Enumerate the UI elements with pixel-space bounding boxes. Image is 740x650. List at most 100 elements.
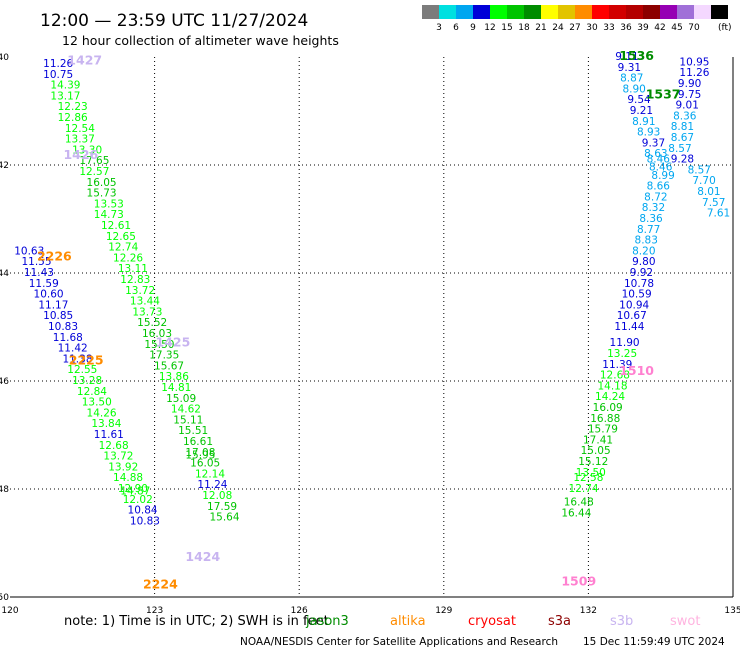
wave-height-value: 11.26	[43, 58, 73, 70]
colorbar-label: 3	[436, 23, 442, 33]
wave-height-value: 12.74	[569, 483, 599, 495]
wave-height-value: 16.61	[183, 436, 213, 448]
wave-height-value: 8.57	[688, 164, 711, 176]
wave-height-value: 11.17	[38, 299, 68, 311]
wave-height-value: 13.25	[607, 348, 637, 360]
wave-height-value: 12.61	[101, 220, 131, 232]
wave-height-value: 12.26	[113, 252, 143, 264]
wave-height-value: 12.74	[108, 242, 138, 254]
wave-height-value: 13.44	[130, 296, 160, 308]
wave-height-value: 8.91	[632, 116, 655, 128]
x-tick-label: 123	[146, 606, 163, 616]
wave-height-value: 12.90	[118, 483, 148, 495]
wave-height-value: 8.57	[668, 143, 691, 155]
wave-height-value: 10.60	[34, 289, 64, 301]
colorbar-swatch	[422, 5, 439, 19]
wave-height-value: 8.01	[697, 186, 720, 198]
wave-height-value: 15.51	[178, 425, 208, 437]
wave-height-value: 12.23	[58, 101, 88, 113]
wave-height-value: 11.90	[610, 337, 640, 349]
wave-height-value: 8.87	[620, 73, 643, 85]
wave-height-value: 11.42	[58, 343, 88, 355]
wave-height-value: 8.66	[647, 181, 671, 193]
wave-height-value: 15.12	[578, 456, 608, 468]
wave-height-value: 8.99	[651, 170, 674, 182]
wave-height-value: 14.81	[161, 382, 191, 394]
wave-height-value: 11.26	[679, 67, 709, 79]
wave-height-value: 9.75	[678, 89, 701, 101]
colorbar-label: 12	[484, 23, 495, 33]
wave-height-value: 15.09	[166, 393, 196, 405]
wave-height-value: 9.80	[632, 256, 655, 268]
satellite-legend-jason3: jason3	[305, 614, 349, 629]
colorbar-swatch	[711, 5, 728, 19]
x-tick-label: 126	[291, 606, 308, 616]
pass-time-label: 1424	[185, 549, 220, 564]
wave-height-value: 14.73	[94, 209, 124, 221]
satellite-legend-swot: swot	[670, 614, 700, 629]
satellite-legend-altika: altika	[390, 614, 426, 629]
wave-height-value: 13.73	[132, 306, 162, 318]
colorbar-label: 6	[453, 23, 459, 33]
colorbar-swatch	[592, 5, 609, 19]
y-tick-label: -42	[0, 161, 9, 171]
wave-height-value: 13.72	[125, 285, 155, 297]
wave-height-value: 8.81	[671, 121, 694, 133]
satellite-legend: jason3 altika cryosat s3a s3b swot	[305, 614, 700, 629]
wave-height-value: 14.87	[120, 486, 150, 498]
wave-height-value: 17.59	[207, 501, 237, 513]
wave-height-value: 15.95	[185, 450, 215, 462]
wave-height-value: 15.64	[209, 512, 239, 524]
wave-height-value: 12.02	[123, 494, 153, 506]
wave-height-value: 15.73	[87, 188, 117, 200]
wave-height-value: 11.61	[94, 429, 124, 441]
wave-height-value: 12.68	[600, 370, 630, 382]
colorbar-label: 42	[654, 23, 665, 33]
wave-height-value: 11.55	[21, 256, 51, 268]
wave-height-value: 13.37	[65, 134, 95, 146]
pass-time-label: 1509	[561, 573, 596, 588]
pass-time-label: 1426	[63, 147, 98, 162]
footer-timestamp: 15 Dec 11:59:49 UTC 2024	[583, 636, 725, 648]
wave-height-value: 9.31	[618, 62, 641, 74]
wave-height-value: 12.54	[65, 123, 95, 135]
colorbar-label: 18	[518, 23, 530, 33]
wave-height-value: 15.52	[137, 317, 167, 329]
wave-height-value: 13.17	[50, 90, 80, 102]
wave-height-value: 15.50	[144, 339, 174, 351]
wave-height-value: 14.24	[595, 391, 625, 403]
satellite-legend-s3b: s3b	[610, 614, 633, 629]
wave-height-value: 9.90	[678, 78, 701, 90]
satellite-legend-s3a: s3a	[548, 614, 571, 629]
wave-height-value: 7.57	[702, 197, 725, 209]
wave-height-value: 12.86	[58, 112, 88, 124]
y-tick-label: -48	[0, 485, 9, 495]
wave-height-value: 8.72	[644, 191, 667, 203]
wave-height-value: 10.78	[624, 278, 654, 290]
wave-height-value: 8.36	[639, 213, 663, 225]
x-tick-label: 120	[1, 606, 18, 616]
wave-height-value: 9.28	[671, 154, 694, 166]
wave-height-value: 15.05	[581, 445, 611, 457]
wave-height-value: 8.46	[649, 162, 673, 174]
wave-height-value: 9.92	[630, 267, 653, 279]
wave-height-value: 17.41	[583, 434, 613, 446]
wave-height-value: 14.62	[171, 404, 201, 416]
colorbar-label: 21	[535, 23, 546, 33]
wave-height-value: 12.08	[202, 490, 232, 502]
colorbar-label: 36	[620, 23, 632, 33]
colorbar-legend: 3 6 9 12 15 18 21 24 27 30 33 36 39 42 45 70	[422, 5, 728, 33]
wave-height-value: 13.86	[159, 371, 189, 383]
satellite-legend-cryosat: cryosat	[468, 614, 516, 629]
wave-height-value: 13.30	[72, 144, 102, 156]
wave-height-value: 12.65	[106, 231, 136, 243]
pass-time-label: 2225	[69, 353, 104, 368]
wave-height-value: 16.48	[564, 497, 594, 509]
wave-height-value: 8.67	[671, 132, 694, 144]
pass-time-label: 2226	[37, 248, 72, 263]
wave-height-value: 17.35	[149, 350, 179, 362]
wave-height-value: 9.21	[630, 105, 653, 117]
plot-grid	[10, 57, 734, 598]
wave-height-value: 15.67	[154, 360, 184, 372]
wave-height-value: 8.32	[642, 202, 665, 214]
